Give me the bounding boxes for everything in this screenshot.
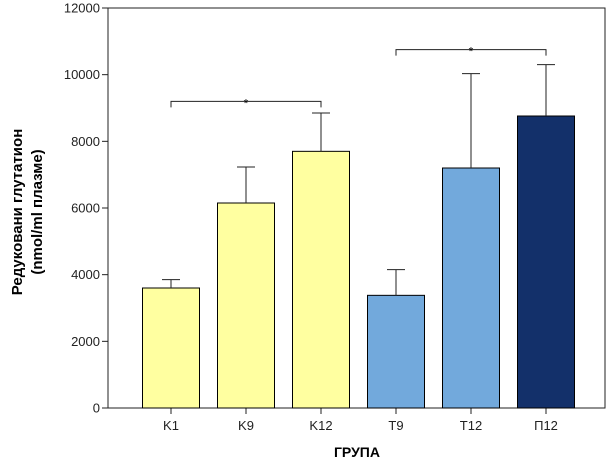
x-tick-label: T12 [460,418,482,433]
bar [442,167,500,409]
y-tick-label: 2000 [71,334,100,349]
x-tick-label: K9 [238,418,254,433]
significance-bracket [395,49,547,56]
y-tick-label: 10000 [64,67,100,82]
x-tick-label: П12 [534,418,558,433]
bar [292,150,350,409]
x-tick-label: K1 [163,418,179,433]
y-axis-title-line-1: Редуковани глутатион [9,129,26,296]
x-tick-label: K12 [309,418,332,433]
y-tick-label: 6000 [71,201,100,216]
significance-bracket [170,100,322,108]
y-axis-title-line-2: (nmol/ml плазме) [29,149,46,274]
y-tick-label: 0 [93,401,100,416]
significance-brackets: ** [170,45,547,110]
significance-label: * [244,96,249,110]
bar [217,202,275,409]
error-bars [162,64,555,296]
bar [517,115,575,409]
x-tick-label: T9 [388,418,403,433]
bar [367,294,425,409]
x-axis: K1 K9 K12 T9 T12 П12 [163,408,558,433]
y-axis: 0 2000 4000 6000 8000 10000 12000 [64,1,108,416]
x-axis-title: ГРУПА [334,444,380,460]
significance-label: * [469,45,474,59]
y-tick-label: 12000 [64,1,100,16]
y-tick-label: 4000 [71,267,100,282]
bar [142,287,200,409]
bar-series [142,115,575,409]
y-tick-label: 8000 [71,134,100,149]
